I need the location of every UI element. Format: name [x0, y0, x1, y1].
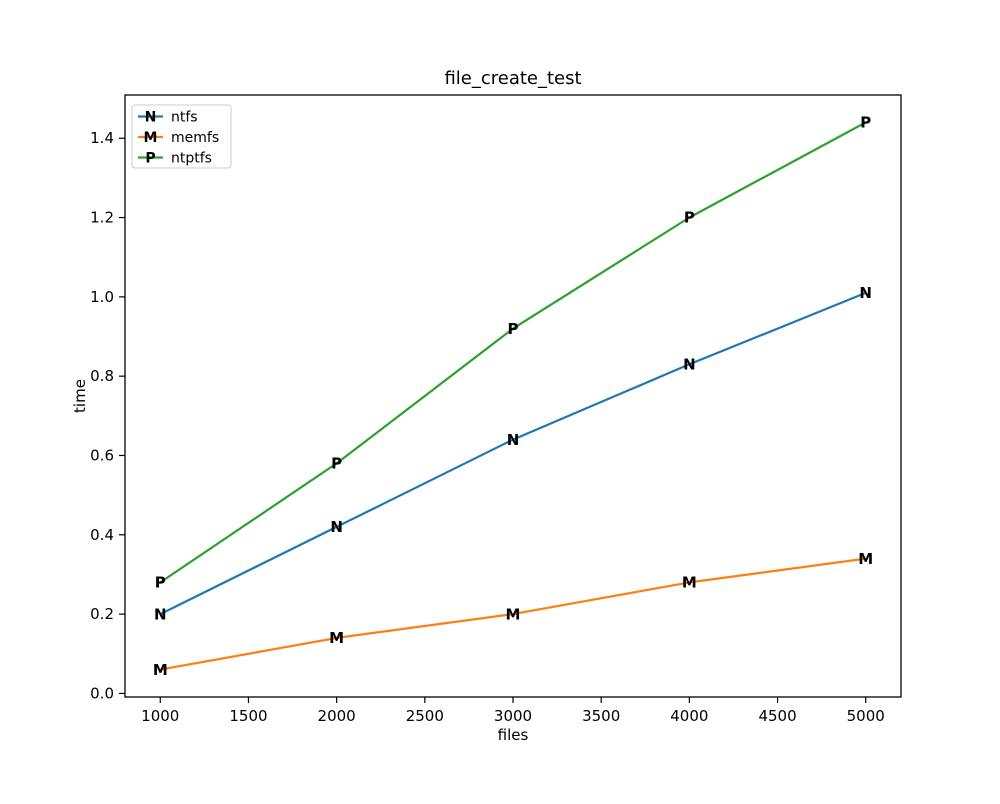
marker-ntfs: N: [330, 518, 343, 536]
y-tick-label: 0.8: [90, 367, 114, 385]
x-tick-label: 5000: [847, 707, 885, 725]
legend-marker-icon-memfs: M: [144, 130, 158, 146]
legend-label-ntfs: ntfs: [171, 110, 198, 126]
marker-ntptfs: P: [860, 114, 871, 132]
marker-ntptfs: P: [331, 455, 342, 473]
x-tick-label: 3500: [582, 707, 620, 725]
chart-title: file_create_test: [444, 68, 581, 89]
series-line-ntfs: [159, 291, 867, 616]
y-tick-label: 0.6: [90, 446, 114, 464]
x-tick-label: 1500: [229, 707, 267, 725]
marker-memfs: M: [858, 550, 873, 568]
x-tick-label: 2000: [318, 707, 356, 725]
series-line-ntptfs: [159, 121, 867, 584]
y-tick-label: 0.2: [90, 605, 114, 623]
legend-box: [131, 104, 232, 169]
marker-ntptfs: P: [684, 209, 695, 227]
y-tick-label: 1.2: [90, 209, 114, 227]
legend-marker-icon-ntptfs: P: [145, 150, 155, 166]
x-tick-label: 4000: [670, 707, 708, 725]
legend-marker-icon-ntfs: N: [145, 109, 157, 125]
marker-memfs: M: [682, 574, 697, 592]
marker-ntfs: N: [154, 605, 167, 623]
marker-memfs: M: [153, 661, 168, 679]
x-tick-label: 4500: [758, 707, 796, 725]
y-tick-label: 0.0: [90, 684, 114, 702]
marker-memfs: M: [506, 605, 521, 623]
x-tick-label: 2500: [406, 707, 444, 725]
y-tick-label: 1.0: [90, 288, 114, 306]
x-axis-label: files: [498, 726, 529, 744]
marker-ntfs: N: [859, 284, 872, 302]
y-tick-label: 0.4: [90, 526, 114, 544]
x-tick-label: 3000: [494, 707, 532, 725]
legend-label-memfs: memfs: [171, 130, 219, 146]
marker-ntptfs: P: [155, 574, 166, 592]
y-tick-label: 1.4: [90, 129, 114, 147]
y-axis-label: time: [71, 379, 89, 413]
legend-label-ntptfs: ntptfs: [171, 151, 212, 167]
series-line-memfs: [160, 557, 866, 671]
plot-area: 1000 1500 2000 2500 3000 3500 4000 4500 5000 0.0 0…: [90, 94, 902, 725]
x-tick-label: 1000: [141, 707, 179, 725]
marker-ntfs: N: [683, 356, 696, 374]
marker-ntfs: N: [507, 431, 520, 449]
marker-ntptfs: P: [508, 320, 519, 338]
marker-memfs: M: [329, 629, 344, 647]
